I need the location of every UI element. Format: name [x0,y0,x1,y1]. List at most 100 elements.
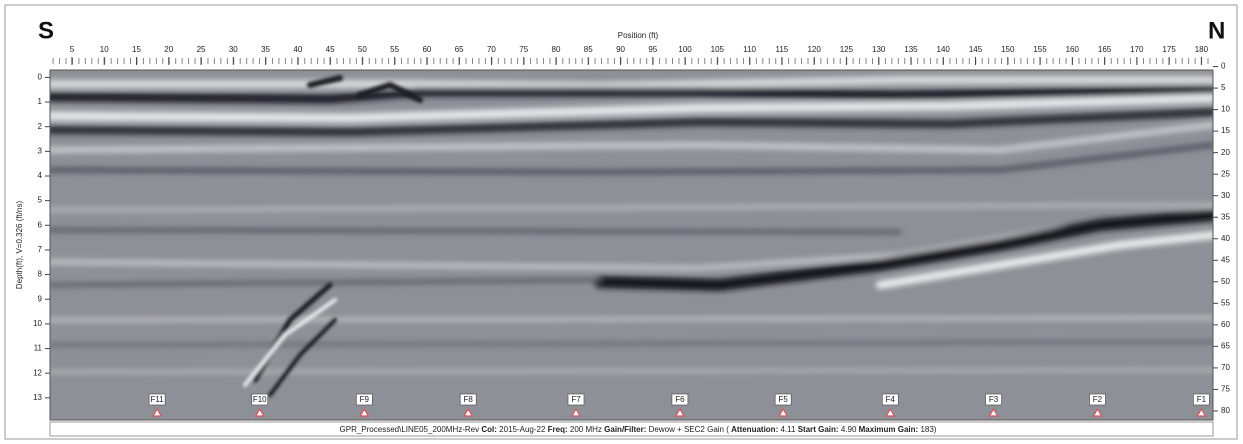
y-tick-label: 10 [33,319,42,328]
info-text: GPR_Processed\LINE05_200MHz-Rev Col: 201… [340,425,937,434]
x-tick-label: 65 [455,45,464,54]
marker [570,407,582,417]
marker-label: F2 [1093,395,1103,404]
marker-label: F1 [1197,395,1207,404]
x-tick-label: 180 [1195,45,1209,54]
marker-box [567,393,585,406]
info-value: Dewow + SEC2 Gain ( [649,425,730,434]
info-label: Maximum Gain: [859,425,919,434]
y2-tick-label: 25 [1221,169,1230,178]
marker-label: F5 [778,395,788,404]
x-tick-label: 30 [229,45,238,54]
x-tick-label: 105 [711,45,725,54]
info-value: 2015-Aug-22 [499,425,546,434]
x-tick-label: 20 [164,45,173,54]
marker [254,407,265,417]
x-tick-label: 85 [584,45,593,54]
marker-label: F8 [464,395,474,404]
x-tick-label: 155 [1033,45,1047,54]
marker-label: F4 [886,395,896,404]
x-tick-label: 10 [100,45,109,54]
y2-tick-label: 80 [1221,406,1230,415]
left-label: S [38,17,54,44]
y-axis-title: Depth(ft), V=0.326 (ft/ns) [15,201,24,290]
marker-box [881,393,899,406]
y-tick-label: 4 [38,171,43,180]
y-tick-label: 8 [38,270,43,279]
x-tick-label: 45 [326,45,335,54]
marker-label: F6 [675,395,685,404]
plot-border [49,69,1214,421]
y2-tick-label: 35 [1221,212,1230,221]
x-tick-label: 165 [1098,45,1112,54]
y-tick-label: 7 [38,245,43,254]
y-tick-label: 12 [33,368,42,377]
info-value: 4.11 [780,425,796,434]
y2-tick-label: 70 [1221,363,1230,372]
x-tick-label: 160 [1066,45,1080,54]
marker [674,407,685,417]
x-tick-label: 125 [840,45,854,54]
info-value: GPR_Processed\LINE05_200MHz-Rev [340,425,480,434]
y2-tick-label: 50 [1221,277,1230,286]
y-tick-label: 13 [33,393,42,402]
y-tick-label: 11 [34,344,43,353]
y2-tick-label: 45 [1221,255,1230,264]
y-tick-label: 1 [38,97,43,106]
marker [359,407,370,417]
marker [463,407,474,417]
x-tick-label: 80 [552,45,561,54]
x-tick-label: 120 [807,45,821,54]
marker [885,407,896,417]
y2-tick-label: 15 [1221,126,1230,135]
x-tick-label: 5 [70,45,75,54]
x-tick-label: 95 [648,45,657,54]
marker-label: F7 [571,395,581,404]
minor-ticks [50,58,1213,64]
x-tick-label: 70 [487,45,496,54]
marker-box [774,393,792,406]
x-tick-label: 60 [422,45,431,54]
info-label: Gain/Filter: [604,425,646,434]
marker-label: F11 [151,395,165,404]
info-label: Start Gain: [798,425,839,434]
y2-tick-label: 55 [1221,298,1230,307]
radargram [50,70,1213,420]
marker [1092,407,1103,417]
y-tick-label: 0 [38,73,43,82]
y2-tick-label: 10 [1221,105,1230,114]
x-tick-label: 110 [743,45,756,54]
x-tick-label: 140 [937,45,951,54]
info-label: Attenuation: [731,425,778,434]
marker-box [148,393,166,406]
y-tick-label: 2 [38,122,43,131]
x-tick-label: 35 [261,45,270,54]
x-tick-label: 15 [132,45,141,54]
marker-box [459,393,477,406]
marker-box [985,393,1002,406]
x-tick-label: 50 [358,45,367,54]
marker [1196,407,1207,417]
marker-box [671,393,689,406]
marker-label: F9 [360,395,370,404]
y2-tick-label: 0 [1221,62,1226,71]
y2-tick-label: 65 [1221,341,1230,350]
y2-tick-label: 5 [1221,83,1226,92]
x-axis-title: Position (ft) [618,31,659,40]
y-tick-label: 9 [38,294,43,303]
info-label: Freq: [548,425,568,434]
y2-tick-label: 75 [1221,385,1230,394]
marker [778,407,789,417]
x-tick-label: 130 [872,45,886,54]
marker-label: F10 [253,395,267,404]
x-tick-label: 135 [904,45,918,54]
marker-box [1193,393,1210,406]
x-tick-label: 170 [1130,45,1144,54]
x-tick-label: 145 [969,45,983,54]
y2-tick-label: 60 [1221,320,1230,329]
marker-label: F3 [989,395,999,404]
marker-box [355,393,373,406]
x-tick-label: 75 [519,45,528,54]
info-value: 183) [920,425,936,434]
x-tick-label: 100 [678,45,692,54]
